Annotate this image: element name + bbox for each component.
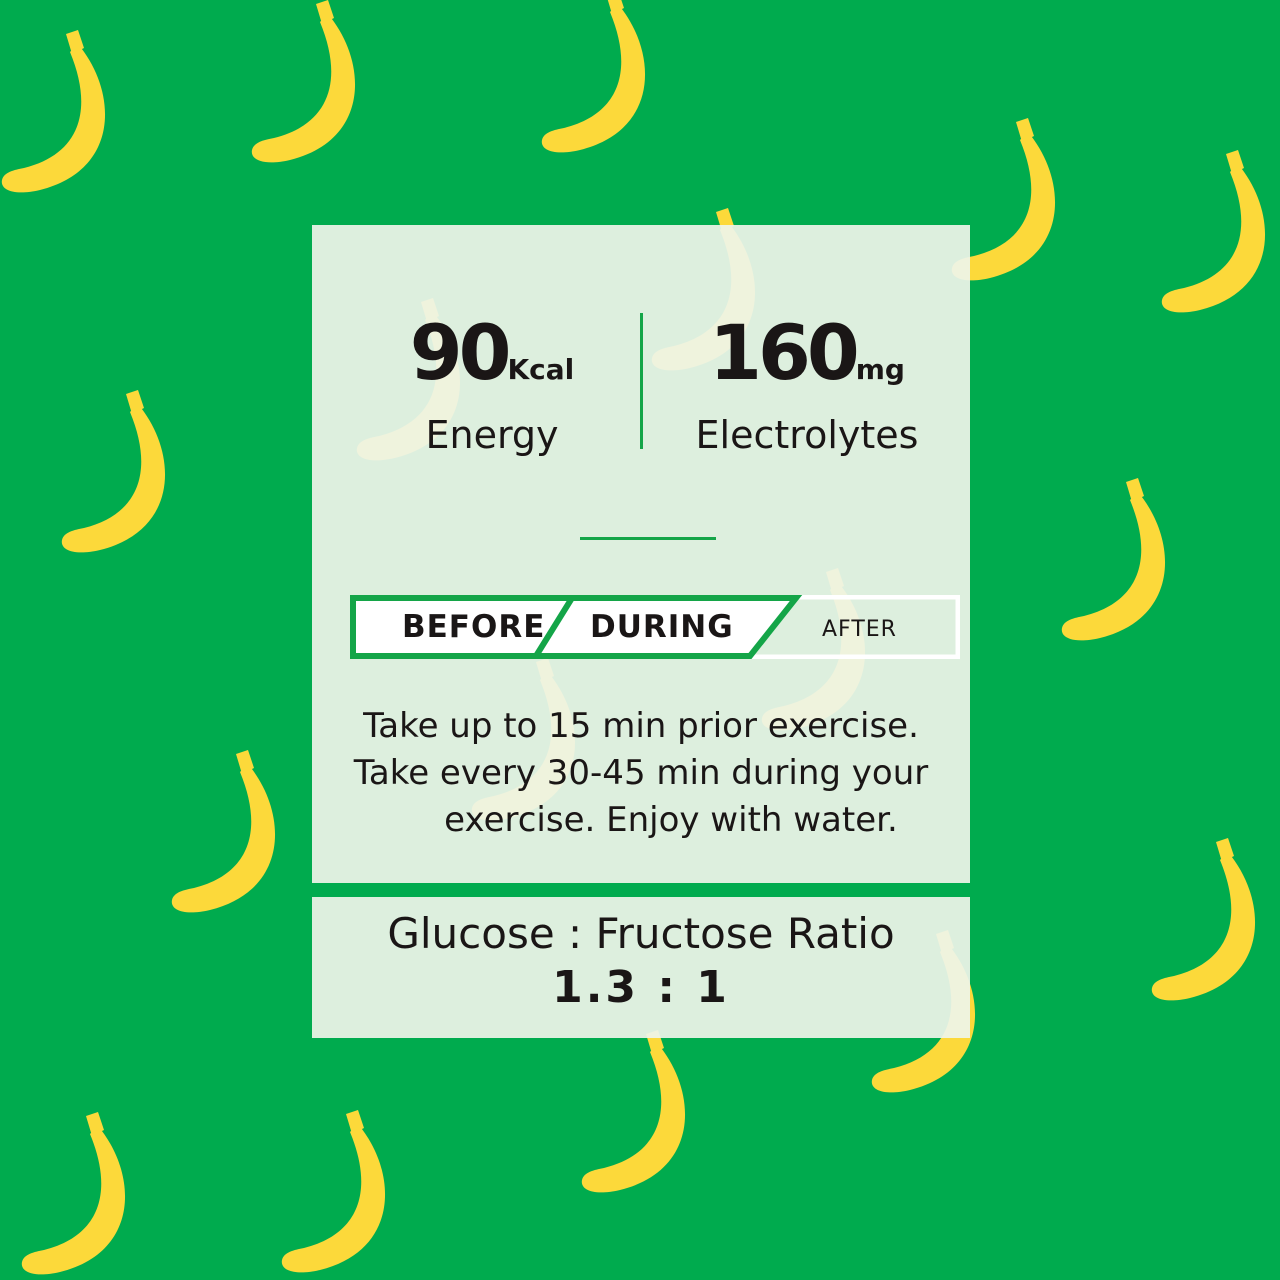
electrolytes-unit: mg <box>855 353 905 386</box>
instruction-line: exercise. Enjoy with water. <box>444 800 898 840</box>
energy-value: 90 <box>409 308 512 397</box>
instruction-line: Take up to 15 min prior exercise. <box>363 706 919 746</box>
banana-icon <box>541 0 646 153</box>
ratio-card: Glucose : Fructose Ratio 1.3 : 1 <box>312 897 970 1038</box>
nutrition-card: 90Kcal Energy 160mg Electrolytes BEFORE … <box>312 225 970 883</box>
timing-during: DURING <box>590 609 734 645</box>
banana-icon <box>281 1110 386 1273</box>
energy-stat: 90Kcal Energy <box>392 315 592 458</box>
banana-icon <box>1 30 106 193</box>
banana-icon <box>951 118 1056 281</box>
horizontal-divider <box>580 537 716 540</box>
vertical-divider <box>640 313 643 449</box>
electrolytes-value: 160 <box>709 308 860 397</box>
banana-icon <box>171 750 276 913</box>
banana-icon <box>1161 150 1266 313</box>
instruction-line: Take every 30-45 min during your <box>353 753 929 793</box>
banana-icon <box>581 1030 686 1193</box>
banana-icon <box>61 390 166 553</box>
banana-icon <box>21 1112 126 1275</box>
timing-frame <box>350 595 960 659</box>
timing-indicator: BEFORE DURING AFTER <box>350 595 960 659</box>
electrolytes-stat: 160mg Electrolytes <box>682 315 932 458</box>
banana-icon <box>251 0 356 163</box>
timing-after: AFTER <box>822 617 897 642</box>
energy-label: Energy <box>425 413 559 457</box>
usage-instructions: Take up to 15 min prior exercise. Take e… <box>312 703 970 844</box>
banana-icon <box>1151 838 1256 1001</box>
ratio-value: 1.3 : 1 <box>552 962 730 1013</box>
banana-icon <box>1061 478 1166 641</box>
electrolytes-label: Electrolytes <box>695 413 919 457</box>
timing-before: BEFORE <box>402 609 546 645</box>
ratio-title: Glucose : Fructose Ratio <box>387 909 895 958</box>
energy-unit: Kcal <box>507 353 575 386</box>
